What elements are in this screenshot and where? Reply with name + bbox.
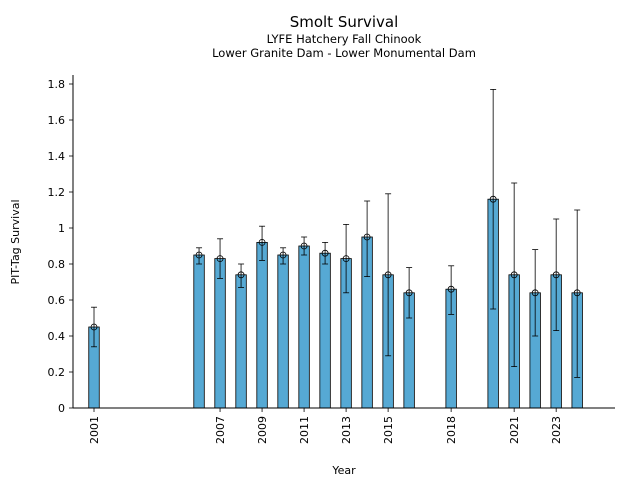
y-axis-label: PIT-Tag Survival <box>9 199 22 284</box>
point-marker-2014 <box>363 233 371 241</box>
point-marker-2012 <box>321 249 329 257</box>
point-marker-2013 <box>342 255 350 263</box>
bar-2006 <box>193 254 205 409</box>
point-marker-2018 <box>447 285 455 293</box>
x-tick-label: 2021 <box>508 416 521 444</box>
point-marker-2009 <box>258 238 266 246</box>
point-marker-2007 <box>216 255 224 263</box>
point-marker-2010 <box>279 251 287 259</box>
chart-subtitle-line-1: LYFE Hatchery Fall Chinook <box>266 32 422 46</box>
x-tick-label: 2011 <box>298 416 311 444</box>
x-axis-label: Year <box>331 464 356 477</box>
point-marker-2011 <box>300 242 308 250</box>
bars-layer <box>88 89 583 409</box>
x-tick-label: 2009 <box>256 416 269 444</box>
x-tick-label: 2013 <box>340 416 353 444</box>
point-marker-2024 <box>573 289 581 297</box>
point-marker-2020 <box>489 195 497 203</box>
bar-2008 <box>235 274 247 409</box>
point-marker-2016 <box>405 289 413 297</box>
y-tick-label: 0.4 <box>48 330 66 343</box>
x-tick-label: 2018 <box>445 416 458 444</box>
chart-title: Smolt Survival <box>289 13 399 31</box>
bar-2009 <box>256 241 268 409</box>
x-tick-label: 2001 <box>88 416 101 444</box>
point-marker-2022 <box>531 289 539 297</box>
y-tick-label: 1 <box>58 222 65 235</box>
y-tick-label: 1.4 <box>48 150 66 163</box>
y-tick-label: 0 <box>58 402 65 415</box>
x-tick-label: 2007 <box>214 416 227 444</box>
bar-2011 <box>298 245 310 409</box>
y-tick-label: 0.6 <box>48 294 66 307</box>
x-ticks: 2001 2007 2009 2011 2013 2015 2018 2021 2023 <box>88 408 563 444</box>
y-tick-label: 1.6 <box>48 114 66 127</box>
axes-layer <box>72 75 615 409</box>
bar-2010 <box>277 254 289 409</box>
point-marker-2008 <box>237 271 245 279</box>
point-marker-2006 <box>195 251 203 259</box>
point-marker-2023 <box>552 271 560 279</box>
y-tick-label: 0.8 <box>48 258 66 271</box>
y-tick-label: 1.2 <box>48 186 66 199</box>
y-tick-label: 0.2 <box>48 366 66 379</box>
y-tick-label: 1.8 <box>48 78 66 91</box>
x-tick-label: 2015 <box>382 416 395 444</box>
y-ticks: 0 0.2 0.4 0.6 0.8 1 1.2 1.4 1.6 1.8 <box>48 78 73 415</box>
point-marker-2001 <box>90 323 98 331</box>
point-marker-2015 <box>384 271 392 279</box>
point-marker-2021 <box>510 271 518 279</box>
chart-subtitle-line-2: Lower Granite Dam - Lower Monumental Dam <box>212 46 476 60</box>
x-tick-label: 2023 <box>550 416 563 444</box>
bar-2012 <box>319 252 331 409</box>
bar-2007 <box>214 258 226 409</box>
